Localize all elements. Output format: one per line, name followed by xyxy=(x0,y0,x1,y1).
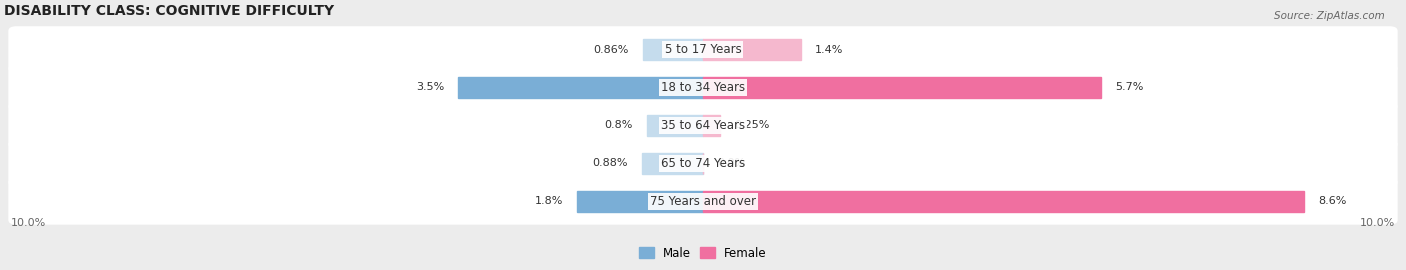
Text: 0.0%: 0.0% xyxy=(717,158,745,168)
Bar xyxy=(458,77,703,98)
Bar xyxy=(643,39,703,60)
Text: 0.25%: 0.25% xyxy=(734,120,770,130)
Bar xyxy=(647,115,703,136)
Text: 0.8%: 0.8% xyxy=(605,120,633,130)
FancyBboxPatch shape xyxy=(8,140,1398,187)
FancyBboxPatch shape xyxy=(8,102,1398,149)
FancyBboxPatch shape xyxy=(8,64,1398,111)
Text: 3.5%: 3.5% xyxy=(416,83,444,93)
Text: 10.0%: 10.0% xyxy=(1360,218,1395,228)
Bar xyxy=(703,115,720,136)
Bar xyxy=(703,191,1303,212)
Text: Source: ZipAtlas.com: Source: ZipAtlas.com xyxy=(1274,11,1385,21)
Text: 5.7%: 5.7% xyxy=(1115,83,1143,93)
Text: 1.4%: 1.4% xyxy=(815,45,844,55)
Bar xyxy=(703,39,801,60)
Text: 5 to 17 Years: 5 to 17 Years xyxy=(665,43,741,56)
Text: 1.8%: 1.8% xyxy=(534,196,564,206)
Text: 18 to 34 Years: 18 to 34 Years xyxy=(661,81,745,94)
Bar xyxy=(703,77,1101,98)
Text: 0.86%: 0.86% xyxy=(593,45,628,55)
FancyBboxPatch shape xyxy=(8,178,1398,225)
Text: 0.88%: 0.88% xyxy=(592,158,627,168)
Legend: Male, Female: Male, Female xyxy=(634,242,772,264)
Text: 35 to 64 Years: 35 to 64 Years xyxy=(661,119,745,132)
Bar xyxy=(641,153,703,174)
Bar xyxy=(578,191,703,212)
Text: 10.0%: 10.0% xyxy=(11,218,46,228)
Text: 65 to 74 Years: 65 to 74 Years xyxy=(661,157,745,170)
Text: 75 Years and over: 75 Years and over xyxy=(650,195,756,208)
FancyBboxPatch shape xyxy=(8,26,1398,73)
Text: 8.6%: 8.6% xyxy=(1317,196,1347,206)
Text: DISABILITY CLASS: COGNITIVE DIFFICULTY: DISABILITY CLASS: COGNITIVE DIFFICULTY xyxy=(4,4,335,18)
